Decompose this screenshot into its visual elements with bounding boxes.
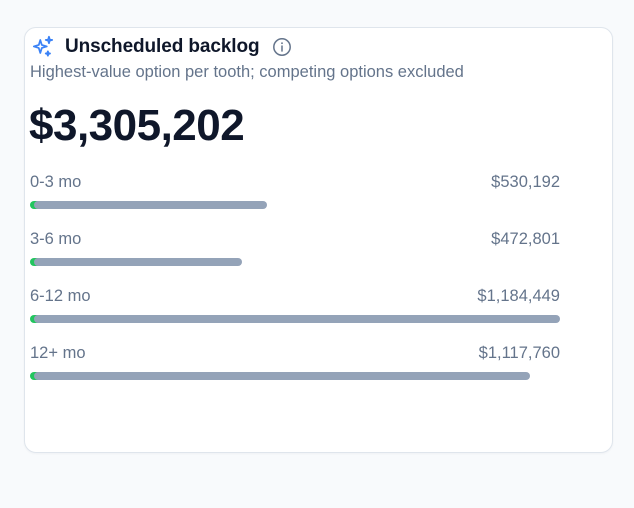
sparkles-icon — [30, 34, 56, 60]
card-title: Unscheduled backlog — [65, 36, 260, 57]
bucket-value: $1,117,760 — [478, 344, 560, 362]
bar — [34, 258, 242, 266]
bucket-label: 0-3 mo — [30, 173, 82, 191]
backlog-row: 6-12 mo $1,184,449 — [30, 286, 560, 343]
backlog-card — [24, 27, 613, 453]
backlog-row-header: 3-6 mo $472,801 — [30, 229, 560, 249]
bucket-value: $530,192 — [491, 173, 560, 191]
bucket-value: $472,801 — [491, 230, 560, 248]
bucket-value: $1,184,449 — [477, 287, 560, 305]
bar-track — [30, 315, 560, 323]
backlog-row-header: 0-3 mo $530,192 — [30, 172, 560, 192]
backlog-row-header: 12+ mo $1,117,760 — [30, 343, 560, 363]
card-header: Unscheduled backlog — [30, 33, 292, 61]
backlog-total: $3,305,202 — [29, 101, 245, 150]
bar-track — [30, 258, 560, 266]
bar-track — [30, 372, 560, 380]
backlog-row-header: 6-12 mo $1,184,449 — [30, 286, 560, 306]
bar — [34, 201, 268, 209]
bucket-label: 6-12 mo — [30, 287, 91, 305]
bucket-label: 12+ mo — [30, 344, 86, 362]
bar-track — [30, 201, 560, 209]
backlog-row: 3-6 mo $472,801 — [30, 229, 560, 286]
bar — [34, 372, 531, 380]
info-icon[interactable] — [272, 37, 292, 57]
card-subtitle: Highest-value option per tooth; competin… — [30, 63, 464, 81]
bar — [34, 315, 560, 323]
bucket-label: 3-6 mo — [30, 230, 82, 248]
backlog-row: 12+ mo $1,117,760 — [30, 343, 560, 400]
backlog-row: 0-3 mo $530,192 — [30, 172, 560, 229]
backlog-bars: 0-3 mo $530,192 3-6 mo $472,801 6-12 mo $1,18… — [30, 172, 560, 400]
